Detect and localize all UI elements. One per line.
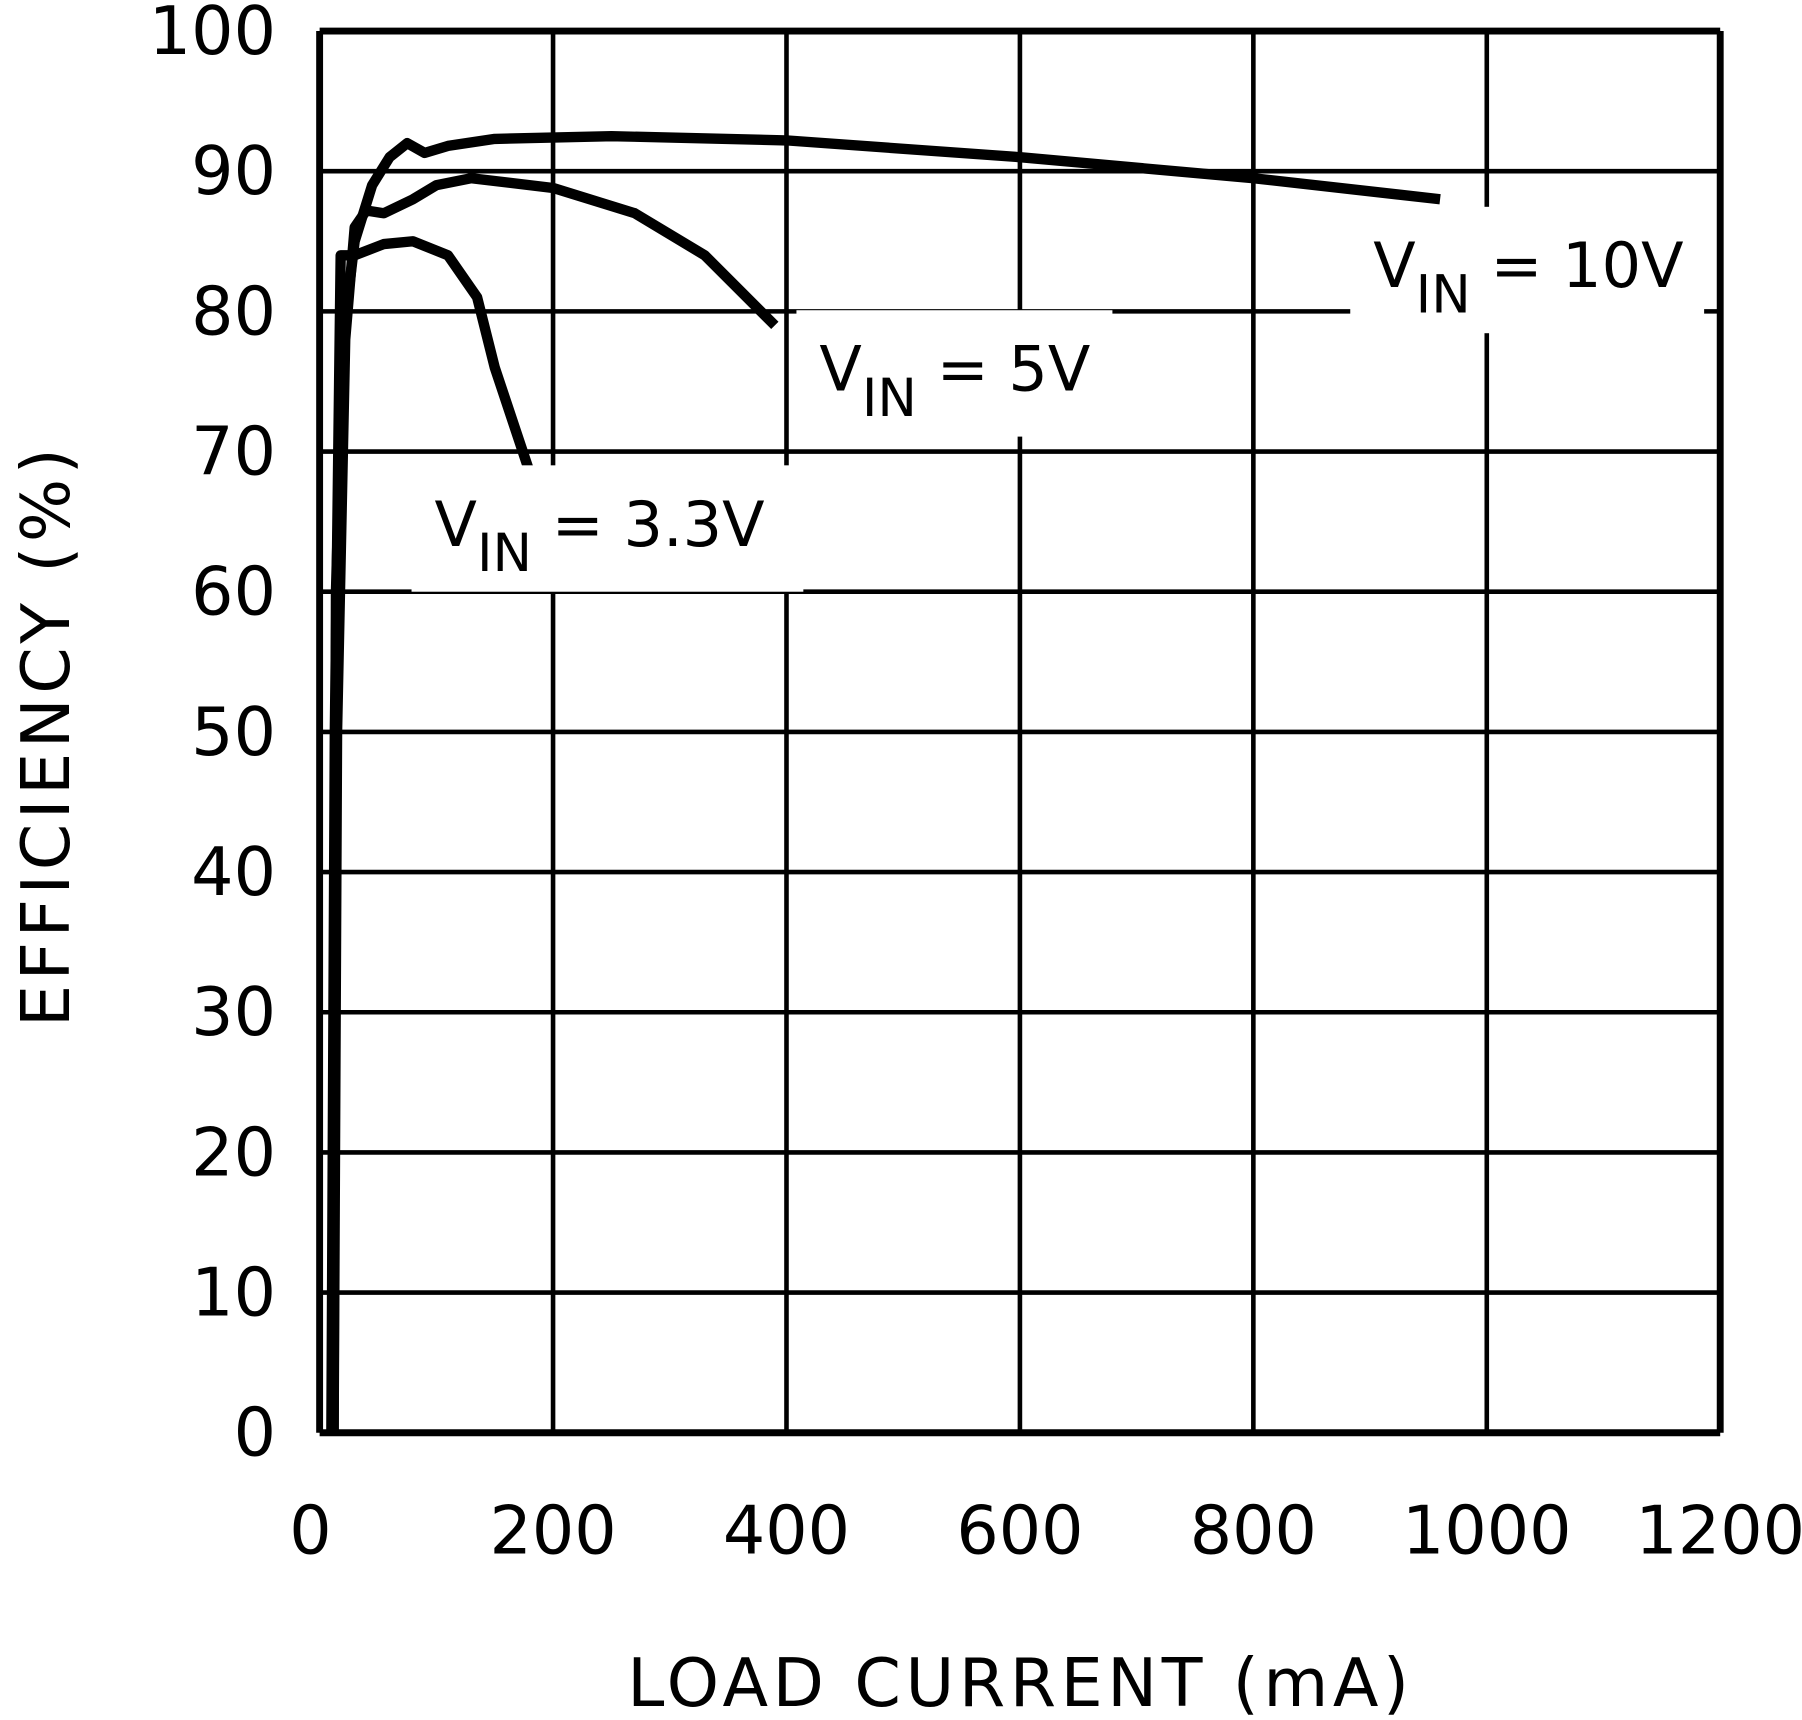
y-tick-label: 70 (191, 413, 276, 491)
x-tick-label: 1000 (1402, 1491, 1572, 1569)
x-tick-label: 400 (723, 1491, 850, 1569)
y-axis-label: EFFICIENCY (%) (7, 444, 85, 1027)
y-tick-label: 50 (191, 693, 276, 771)
y-tick-label: 90 (191, 132, 276, 210)
series-line-1 (328, 173, 779, 1433)
y-tick-label: 30 (191, 973, 276, 1051)
y-tick-label: 0 (234, 1394, 276, 1472)
series-line-2 (326, 236, 535, 1433)
series-labels: VIN = 10V VIN = 5V VIN = 3.3V (411, 206, 1705, 592)
y-tick-label: 80 (191, 272, 276, 350)
curves (326, 130, 1441, 1433)
y-tick-label: 20 (191, 1113, 276, 1191)
x-axis-label: LOAD CURRENT (mA) (627, 1644, 1413, 1720)
x-tick-label: 0 (289, 1491, 331, 1569)
label-background (1350, 206, 1705, 334)
label-background (796, 310, 1113, 437)
x-tick-label: 600 (956, 1491, 1083, 1569)
grid (316, 27, 1724, 1437)
series-label: VIN = 5V (819, 333, 1090, 429)
y-tick-label: 40 (191, 833, 276, 911)
x-tick-label: 800 (1190, 1491, 1317, 1569)
x-tick-label: 200 (489, 1491, 616, 1569)
series-label: VIN = 10V (1373, 229, 1683, 325)
x-tick-label: 1200 (1635, 1491, 1802, 1569)
y-tick-label: 100 (149, 0, 276, 70)
y-tick-label: 10 (191, 1254, 276, 1332)
label-background (411, 465, 804, 592)
series-label: VIN = 3.3V (435, 488, 765, 584)
y-tick-label: 60 (191, 553, 276, 631)
